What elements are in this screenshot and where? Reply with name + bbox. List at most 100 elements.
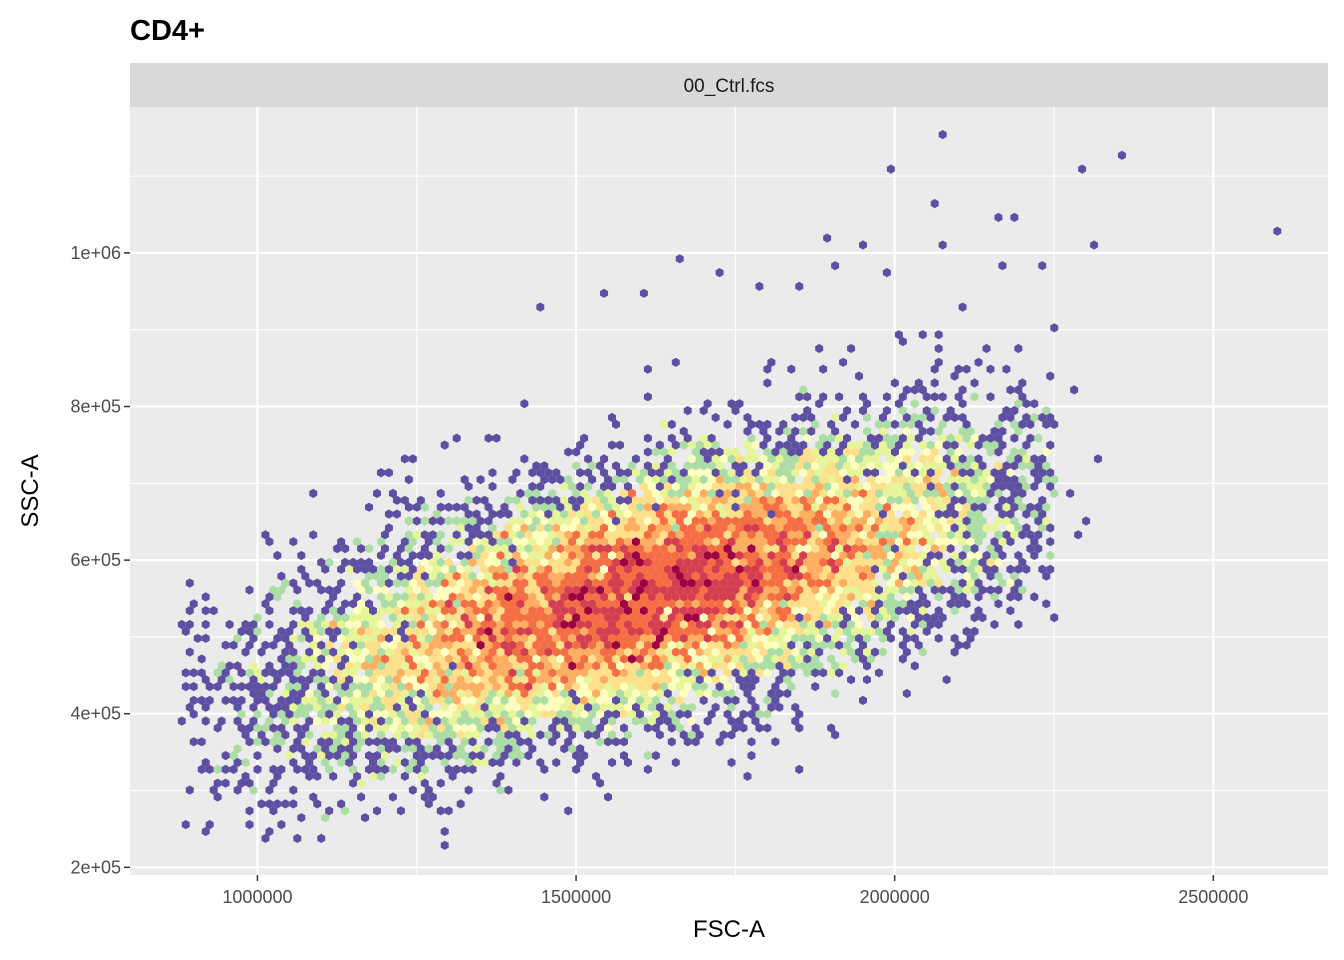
hexbin-cell — [265, 799, 274, 809]
hexbin-cell — [715, 737, 724, 747]
hexbin-cell — [604, 530, 613, 540]
hexbin-cell — [532, 585, 541, 595]
hexbin-cell — [436, 557, 445, 567]
hexbin-cell — [596, 516, 605, 526]
hexbin-cell — [811, 502, 820, 512]
hexbin-cell — [787, 557, 796, 567]
hexbin-cell — [329, 633, 338, 643]
hexbin-cell — [297, 675, 306, 685]
hexbin-cell — [400, 606, 409, 616]
hexbin-cell — [683, 668, 692, 678]
hexbin-cell — [998, 550, 1007, 561]
hexbin-cell — [902, 481, 911, 492]
hexbin-cell — [584, 495, 593, 505]
hexbin-cell — [325, 654, 334, 664]
hexbin-cell — [803, 585, 812, 595]
hexbin-cell — [727, 468, 736, 478]
hexbin-cell — [436, 751, 445, 761]
hexbin-cell — [508, 695, 517, 705]
hexbin-cell — [341, 806, 350, 816]
hexbin-cell — [468, 626, 477, 636]
hexbin-cell — [767, 537, 776, 547]
hexbin-cell — [771, 585, 780, 595]
hexbin-cell — [492, 613, 501, 623]
hexbin-cell — [492, 585, 501, 595]
hexbin-cell — [902, 647, 911, 657]
hexbin-cell — [568, 744, 577, 754]
hexbin-cell — [420, 585, 429, 595]
hexbin-cell — [572, 461, 581, 471]
hexbin-cell — [289, 716, 298, 726]
hexbin-cell — [874, 599, 883, 609]
hexbin-cell — [353, 771, 362, 781]
hexbin-cell — [958, 412, 967, 423]
hexbin-cell — [548, 585, 557, 595]
hexbin-cell — [361, 730, 370, 740]
hexbin-cell — [588, 640, 597, 650]
hexbin-cell — [556, 668, 565, 678]
hexbin-cell — [747, 737, 756, 747]
hexbin-cell — [719, 675, 728, 685]
hexbin-cell — [671, 468, 680, 478]
hexbin-cell — [369, 688, 377, 699]
hexbin-cell — [851, 516, 860, 526]
hexbin-cell — [779, 654, 788, 664]
hexbin-cell — [436, 544, 445, 554]
hexbin-cell — [365, 709, 374, 719]
hexbin-cell — [874, 475, 883, 485]
hexbin-cell — [898, 544, 907, 554]
hexbin-cell — [464, 647, 473, 657]
hexbin-cell — [743, 606, 752, 616]
hexbin-cell — [536, 702, 545, 712]
hexbin-cell — [767, 633, 776, 643]
hexbin-cell — [1006, 454, 1015, 464]
hexbin-cell — [516, 668, 525, 678]
hexbin-cell — [1014, 481, 1023, 492]
hexbin-cell — [651, 599, 660, 609]
hexbin-cell — [512, 716, 521, 726]
hexbin-cell — [444, 695, 453, 705]
hexbin-cell — [863, 399, 871, 409]
hexbin-cell — [803, 488, 812, 498]
hexbin-cell — [456, 799, 465, 809]
hexbin-cell — [1026, 530, 1035, 540]
hexbin-cell — [305, 716, 314, 726]
hexbin-cell — [189, 599, 198, 609]
hexbin-cell — [448, 633, 457, 643]
hexbin-cell — [616, 592, 624, 602]
facet-strip — [130, 63, 1328, 107]
hexbin-cell — [596, 530, 605, 540]
hexbin-cell — [787, 516, 796, 526]
hexbin-cell — [775, 495, 784, 505]
hexbin-cell — [751, 481, 760, 492]
hexbin-cell — [544, 523, 553, 533]
hexbin-cell — [440, 592, 449, 602]
hexbin-cell — [803, 668, 812, 678]
hexbin-cell — [715, 571, 724, 581]
hexbin-cell — [835, 516, 844, 526]
hexbin-cell — [735, 399, 744, 409]
hexbin-cell — [420, 613, 429, 623]
hexbin-cell — [791, 564, 800, 574]
hexbin-cell — [835, 433, 844, 443]
hexbin-cell — [647, 647, 656, 657]
hexbin-cell — [376, 744, 385, 754]
hexbin-cell — [783, 619, 792, 630]
hexbin-cell — [711, 592, 720, 602]
hexbin-cell — [914, 488, 923, 498]
hexbin-cell — [540, 682, 549, 692]
hexbin-cell — [237, 695, 246, 705]
hexbin-cell — [675, 626, 684, 636]
hexbin-cell — [623, 564, 632, 574]
hexbin-cell — [847, 509, 856, 519]
hexbin-cell — [831, 661, 840, 671]
hexbin-cell — [265, 716, 274, 726]
hexbin-cell — [707, 488, 716, 498]
hexbin-cell — [305, 606, 314, 616]
hexbin-cell — [496, 578, 505, 588]
hexbin-cell — [643, 557, 652, 567]
hexbin-cell — [902, 633, 911, 643]
hexbin-cell — [305, 675, 314, 685]
hexbin-cell — [663, 454, 672, 464]
hexbin-cell — [671, 716, 680, 726]
